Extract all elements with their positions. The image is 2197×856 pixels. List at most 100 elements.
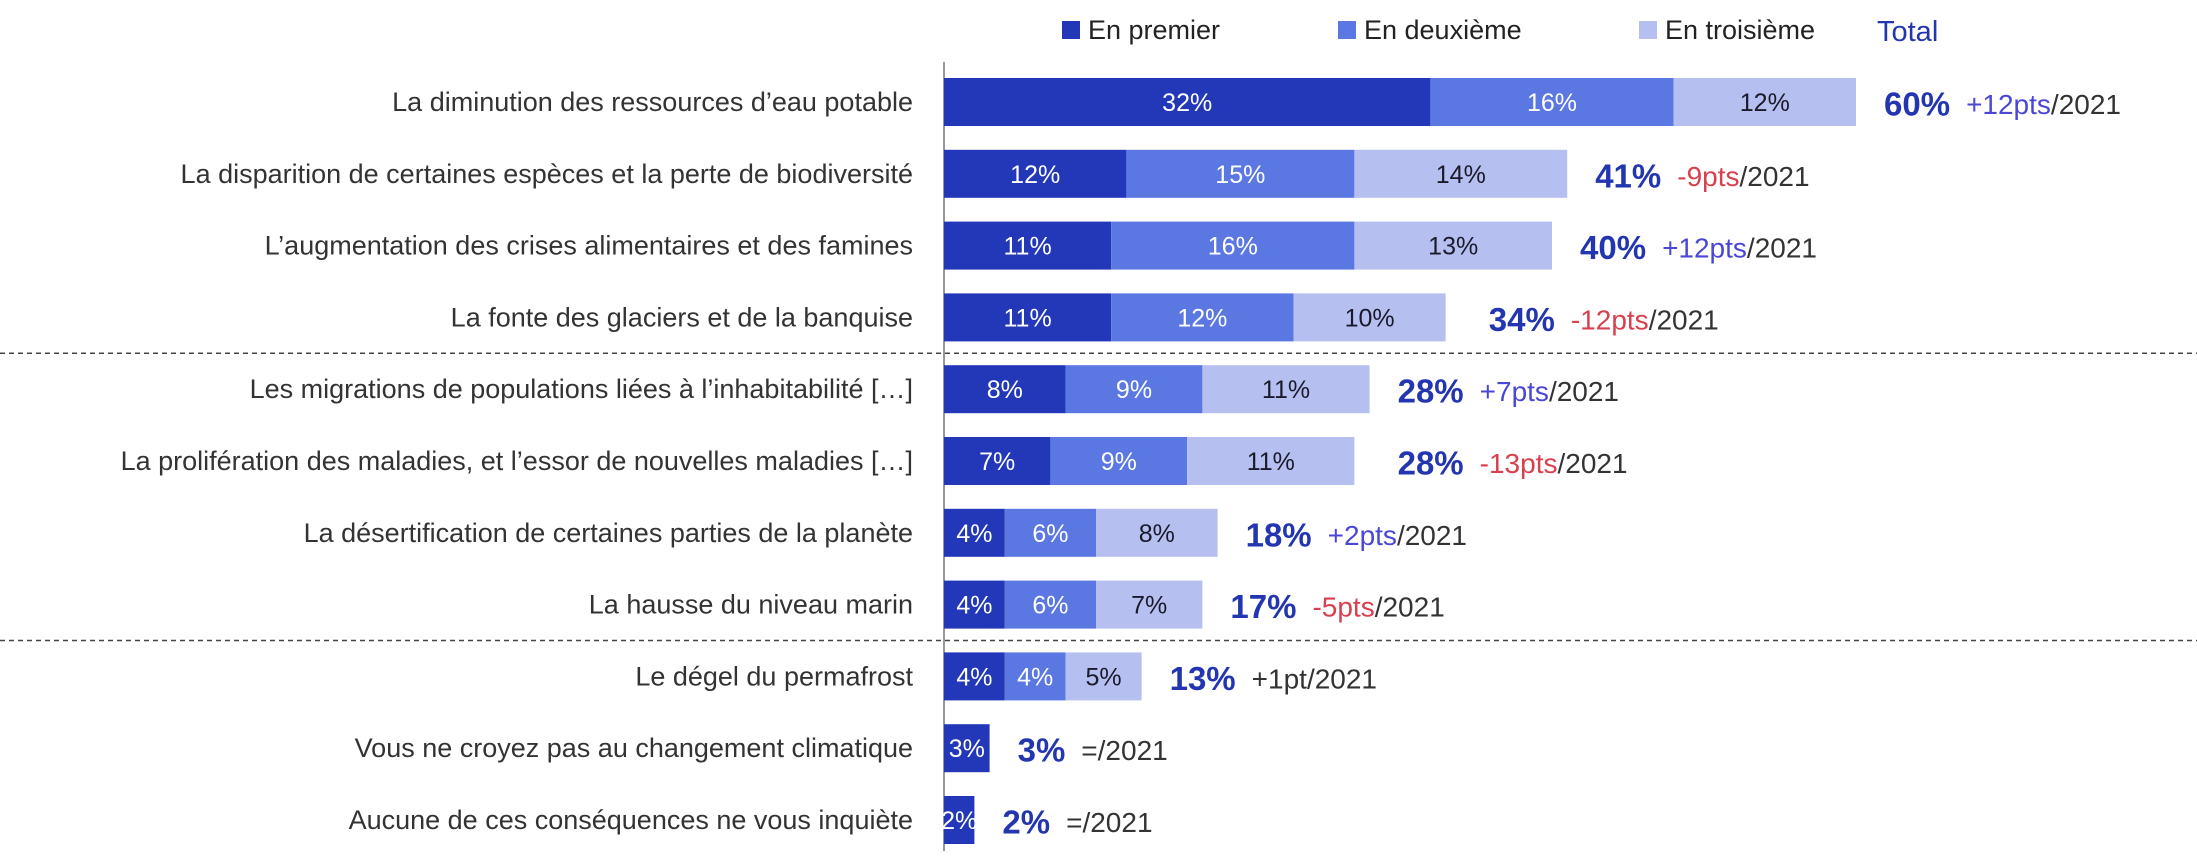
category-label: La disparition de certaines espèces et l… <box>181 159 913 189</box>
change-ref: /2021 <box>2051 89 2121 120</box>
change-delta: +12pts <box>1966 89 2051 120</box>
segment-label: 11% <box>1004 233 1052 261</box>
segment-label: 6% <box>1032 592 1068 620</box>
bar-segment <box>944 78 1431 126</box>
change-delta: -13pts <box>1480 448 1558 479</box>
change-delta: +7pts <box>1480 376 1549 407</box>
change-ref: /2021 <box>1375 591 1445 622</box>
change-ref: /2021 <box>1649 304 1719 335</box>
category-label: La désertification de certaines parties … <box>304 518 913 548</box>
change-delta: -5pts <box>1312 591 1374 622</box>
segment-label: 4% <box>1017 663 1053 691</box>
bar-segment <box>1126 149 1355 198</box>
segment-label: 2% <box>941 807 977 835</box>
category-label: Les migrations de populations liées à l’… <box>250 374 913 404</box>
total-label: 28% <box>1398 373 1464 410</box>
category-label: Vous ne croyez pas au changement climati… <box>355 733 913 763</box>
total-label: 13% <box>1170 660 1236 697</box>
change-label: +12pts/2021 <box>1966 89 2121 120</box>
bar-segment <box>944 652 1005 701</box>
segment-label: 14% <box>1436 161 1486 189</box>
bar-segment <box>944 221 1112 270</box>
segment-label: 12% <box>1010 161 1060 189</box>
segment-label: 4% <box>956 520 992 548</box>
change-ref: /2021 <box>1307 663 1377 694</box>
bar-segment <box>1354 221 1552 270</box>
change-ref: /2021 <box>1557 448 1627 479</box>
total-label: 34% <box>1489 301 1555 338</box>
bar-segment <box>1187 437 1355 485</box>
bar-segment <box>1430 78 1674 126</box>
segment-label: 12% <box>1740 89 1790 117</box>
change-label: -5pts/2021 <box>1312 591 1444 622</box>
segment-label: 11% <box>1247 448 1295 476</box>
bar-segment <box>1004 508 1096 557</box>
segment-label: 16% <box>1527 89 1577 117</box>
bar-segment <box>1354 149 1568 198</box>
change-delta: +12pts <box>1662 232 1747 263</box>
category-label: Le dégel du permafrost <box>635 661 913 691</box>
change-label: =/2021 <box>1066 807 1152 838</box>
bar-segment <box>1065 652 1142 701</box>
bar-segment <box>1096 508 1218 557</box>
bar-segment <box>1065 365 1203 414</box>
total-label: 3% <box>1018 732 1066 769</box>
change-label: =/2021 <box>1081 735 1167 766</box>
bar-segment <box>1004 652 1066 701</box>
segment-label: 10% <box>1345 304 1395 332</box>
change-label: +7pts/2021 <box>1480 376 1619 407</box>
change-label: -12pts/2021 <box>1571 304 1719 335</box>
segment-label: 7% <box>979 448 1015 476</box>
total-label: 2% <box>1002 804 1050 841</box>
category-label: La fonte des glaciers et de la banquise <box>451 302 913 332</box>
total-label: 41% <box>1595 157 1661 194</box>
total-label: 28% <box>1398 445 1464 482</box>
bar-segment <box>1293 293 1446 342</box>
change-label: -13pts/2021 <box>1480 448 1628 479</box>
segment-label: 9% <box>1116 376 1152 404</box>
segment-label: 4% <box>956 663 992 691</box>
segment-label: 11% <box>1004 304 1052 332</box>
bar-segment <box>944 293 1112 342</box>
legend-swatch <box>1062 21 1080 39</box>
change-ref: /2021 <box>1740 160 1810 191</box>
change-ref: /2021 <box>1549 376 1619 407</box>
total-label: 40% <box>1580 229 1646 266</box>
bar-segment <box>944 724 990 773</box>
change-ref: /2021 <box>1397 519 1467 550</box>
segment-label: 7% <box>1131 592 1167 620</box>
bar-segment <box>944 580 1005 629</box>
segment-label: 8% <box>1139 520 1175 548</box>
total-label: 18% <box>1246 516 1312 553</box>
change-label: +12pts/2021 <box>1662 232 1817 263</box>
total-header: Total <box>1877 16 1938 48</box>
bar-segment <box>1673 78 1856 126</box>
total-label: 60% <box>1884 86 1950 123</box>
segment-label: 8% <box>987 376 1023 404</box>
bar-segment <box>1202 365 1370 414</box>
segment-label: 13% <box>1428 233 1478 261</box>
segment-label: 16% <box>1208 233 1258 261</box>
total-label: 17% <box>1230 588 1296 625</box>
segment-label: 6% <box>1032 520 1068 548</box>
change-label: +1pt/2021 <box>1252 663 1377 694</box>
change-ref: /2021 <box>1098 735 1168 766</box>
bar-segment <box>944 508 1005 557</box>
change-delta: -9pts <box>1677 160 1739 191</box>
segment-label: 9% <box>1101 448 1137 476</box>
segment-label: 5% <box>1086 663 1122 691</box>
segment-label: 4% <box>956 592 992 620</box>
category-label: La hausse du niveau marin <box>589 590 913 620</box>
legend-label: En troisième <box>1665 15 1815 45</box>
legend-label: En premier <box>1088 15 1220 45</box>
bar-segment <box>1004 580 1096 629</box>
change-ref: /2021 <box>1747 232 1817 263</box>
segment-label: 12% <box>1177 304 1227 332</box>
change-label: +2pts/2021 <box>1328 519 1467 550</box>
segment-label: 15% <box>1215 161 1265 189</box>
bar-segment <box>944 149 1127 198</box>
bar-segment <box>944 365 1066 414</box>
category-label: La prolifération des maladies, et l’esso… <box>121 446 913 476</box>
legend-label: En deuxième <box>1364 15 1522 45</box>
